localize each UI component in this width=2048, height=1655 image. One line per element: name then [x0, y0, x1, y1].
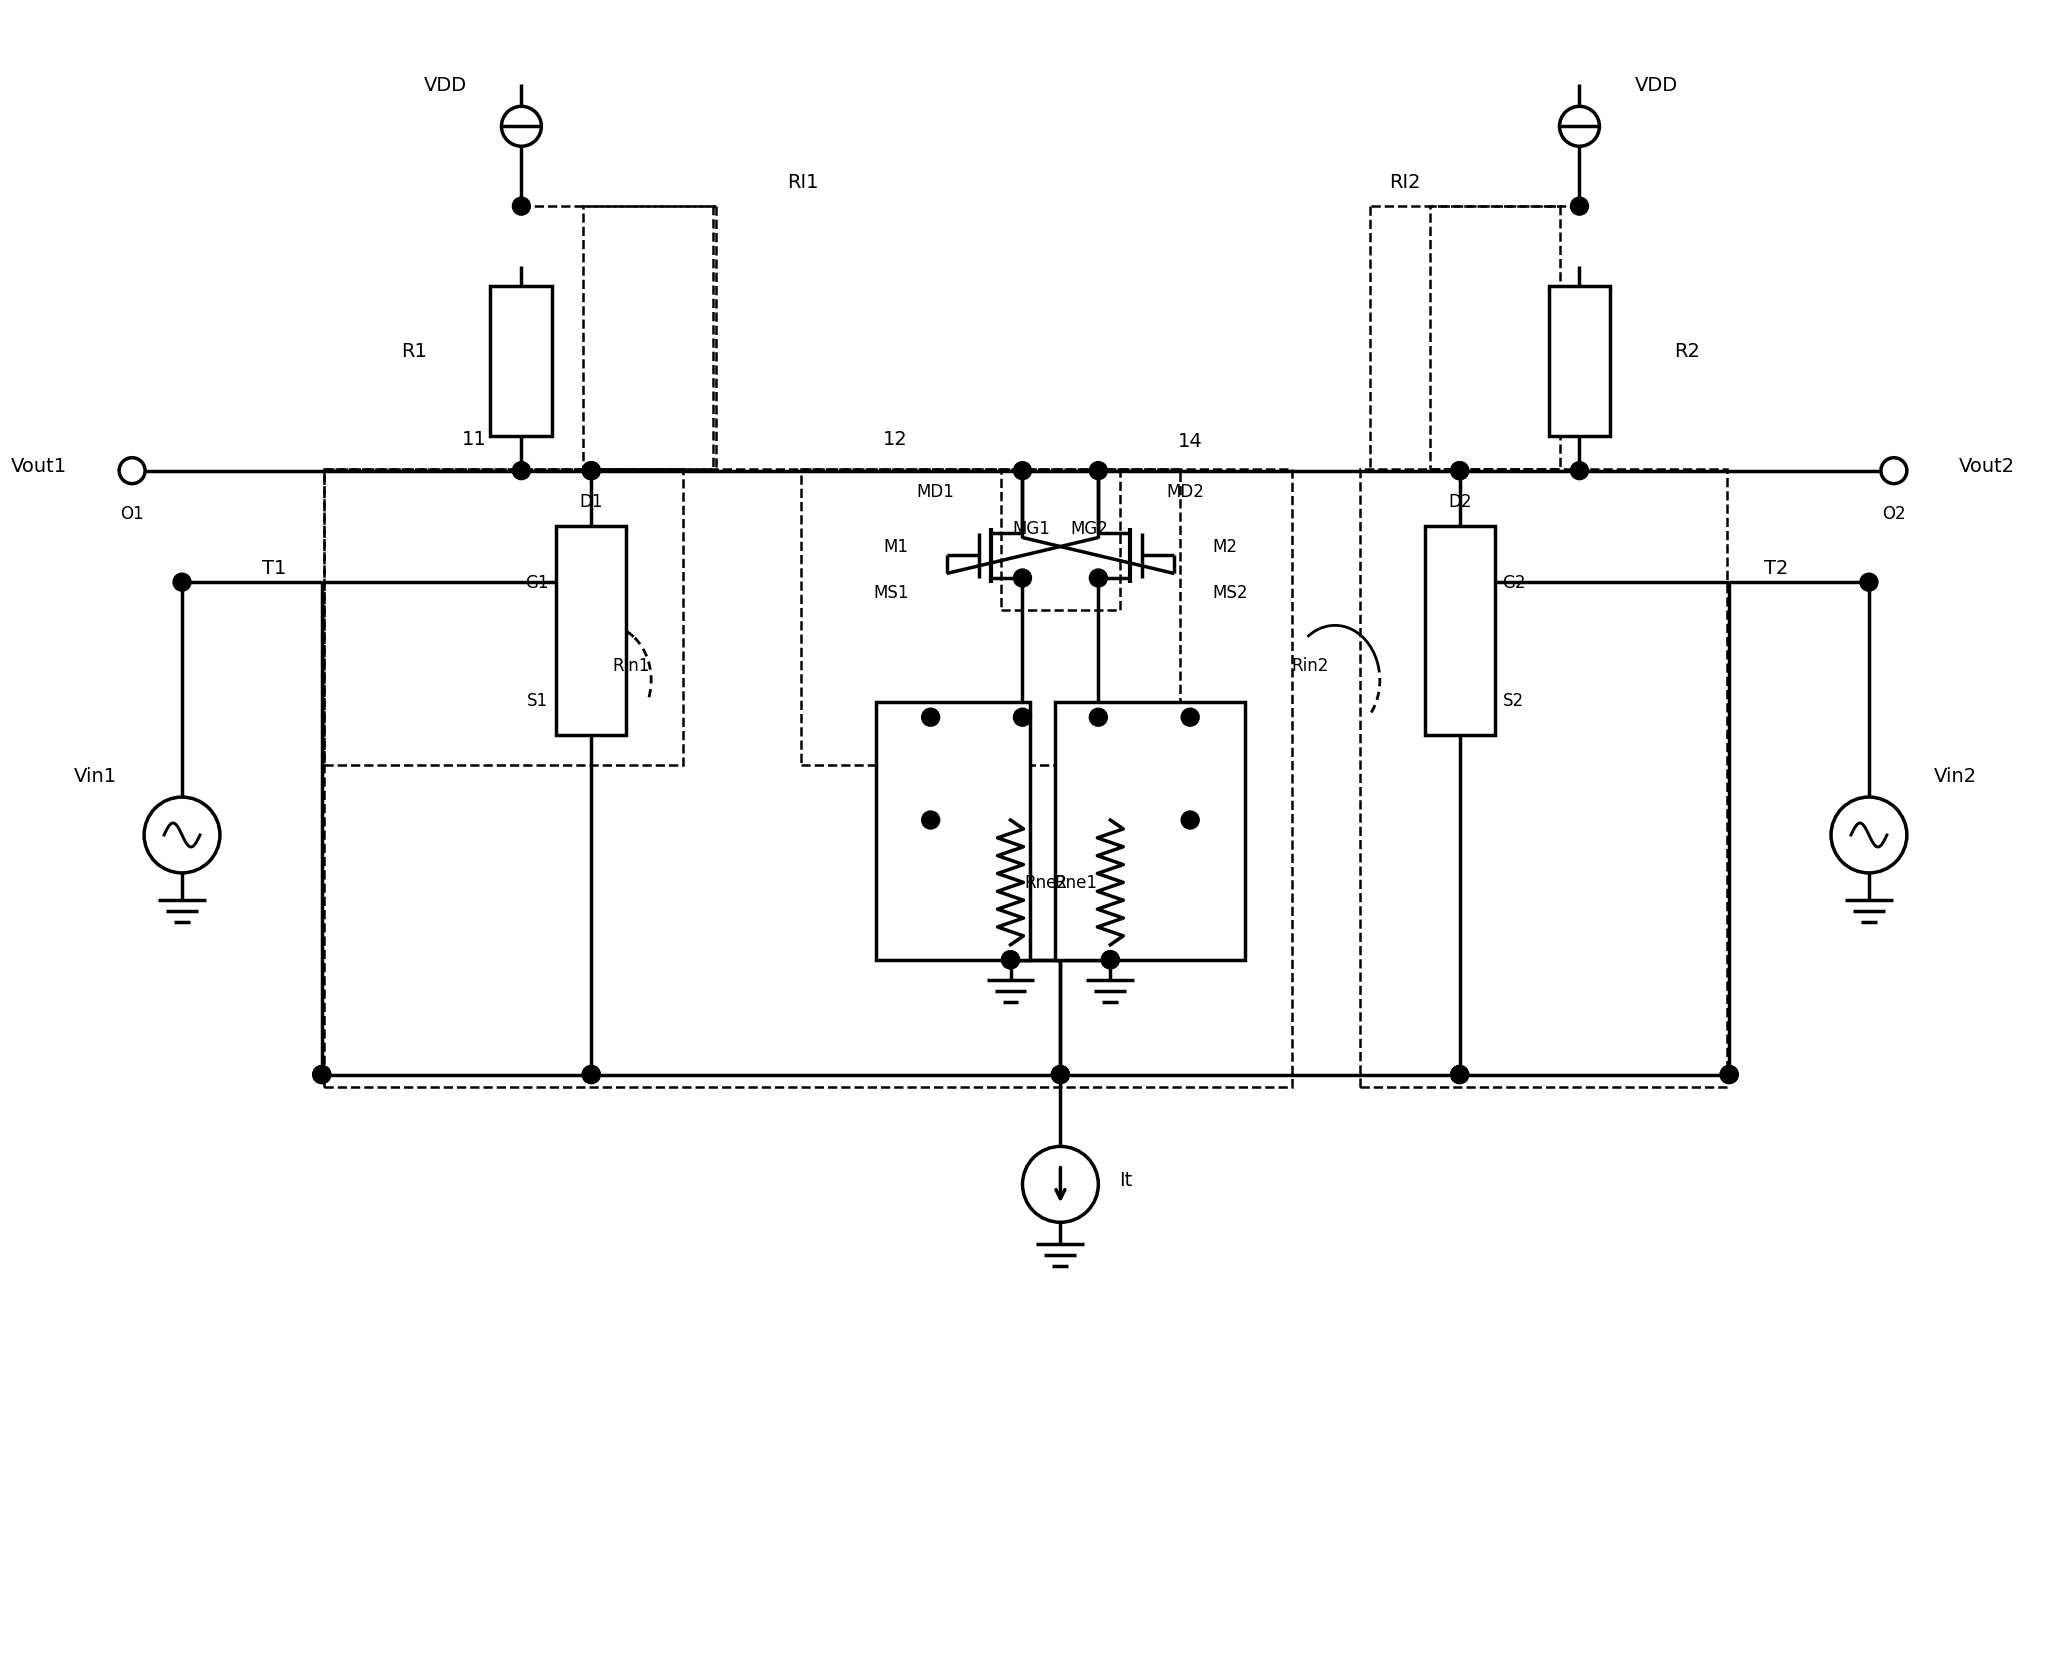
Text: MS1: MS1 [872, 584, 909, 602]
Bar [801, 470, 1180, 766]
Text: G1: G1 [524, 574, 549, 592]
Circle shape [582, 1066, 600, 1084]
Circle shape [922, 708, 940, 727]
Text: R2: R2 [1675, 343, 1700, 361]
Text: MD2: MD2 [1165, 482, 1204, 500]
Circle shape [1450, 462, 1468, 480]
Circle shape [1720, 1066, 1739, 1084]
Text: S2: S2 [1503, 692, 1524, 708]
Bar [489, 286, 553, 437]
Text: RI2: RI2 [1389, 172, 1421, 192]
Text: D2: D2 [1448, 492, 1470, 510]
Text: 14: 14 [1178, 432, 1202, 450]
Circle shape [1051, 1066, 1069, 1084]
Circle shape [1182, 708, 1200, 727]
Text: MG1: MG1 [1012, 520, 1051, 538]
Circle shape [1001, 952, 1020, 970]
Text: RI1: RI1 [786, 172, 819, 192]
Circle shape [1571, 199, 1589, 217]
Circle shape [1102, 952, 1120, 970]
Circle shape [1001, 952, 1020, 970]
Circle shape [1102, 952, 1120, 970]
Circle shape [1090, 569, 1108, 588]
Text: T1: T1 [262, 558, 287, 578]
Text: VDD: VDD [1634, 76, 1677, 94]
Circle shape [1450, 462, 1468, 480]
Text: MS2: MS2 [1212, 584, 1247, 602]
Circle shape [922, 811, 940, 829]
Circle shape [582, 462, 600, 480]
Text: R1: R1 [401, 343, 426, 361]
Circle shape [1182, 811, 1200, 829]
Bar [1548, 286, 1610, 437]
Text: D1: D1 [580, 492, 602, 510]
Text: T2: T2 [1763, 558, 1788, 578]
Circle shape [1571, 462, 1589, 480]
Text: O1: O1 [121, 505, 143, 523]
Text: 12: 12 [883, 430, 907, 449]
Circle shape [1014, 708, 1032, 727]
Text: M1: M1 [883, 538, 909, 554]
Circle shape [1450, 1066, 1468, 1084]
Bar [1430, 207, 1559, 470]
Circle shape [1014, 462, 1032, 480]
Circle shape [1450, 1066, 1468, 1084]
Text: Rne1: Rne1 [1055, 874, 1098, 892]
Text: O2: O2 [1882, 505, 1907, 523]
Text: 11: 11 [463, 430, 487, 449]
Text: G2: G2 [1503, 574, 1526, 592]
Bar [557, 526, 627, 736]
Circle shape [1090, 708, 1108, 727]
Bar [324, 470, 684, 766]
Text: It: It [1118, 1170, 1133, 1190]
Bar [1360, 470, 1726, 1087]
Circle shape [512, 199, 530, 217]
Bar [1001, 472, 1120, 611]
Text: Vin2: Vin2 [1933, 766, 1976, 784]
Text: Vout2: Vout2 [1958, 457, 2015, 477]
Text: MD1: MD1 [918, 482, 954, 500]
Circle shape [172, 574, 190, 592]
Text: Rin2: Rin2 [1292, 657, 1329, 675]
Circle shape [1051, 1066, 1069, 1084]
Circle shape [313, 1066, 330, 1084]
Bar [1055, 703, 1245, 960]
Text: Vin1: Vin1 [74, 766, 117, 784]
Bar [1425, 526, 1495, 736]
Bar [584, 207, 713, 470]
Circle shape [1720, 1066, 1739, 1084]
Text: MG2: MG2 [1071, 520, 1108, 538]
Text: I22: I22 [1118, 722, 1143, 740]
Bar [324, 470, 1292, 1087]
Circle shape [582, 462, 600, 480]
Circle shape [1090, 462, 1108, 480]
Bar [877, 703, 1030, 960]
Text: I21: I21 [977, 722, 1004, 740]
Circle shape [1014, 569, 1032, 588]
Text: S1: S1 [526, 692, 549, 708]
Text: VDD: VDD [424, 76, 467, 94]
Text: M2: M2 [1212, 538, 1237, 554]
Circle shape [512, 462, 530, 480]
Circle shape [313, 1066, 330, 1084]
Circle shape [582, 1066, 600, 1084]
Circle shape [1860, 574, 1878, 592]
Text: Rin1: Rin1 [612, 657, 649, 675]
Text: Vout1: Vout1 [10, 457, 68, 477]
Text: Rne2: Rne2 [1024, 874, 1067, 892]
